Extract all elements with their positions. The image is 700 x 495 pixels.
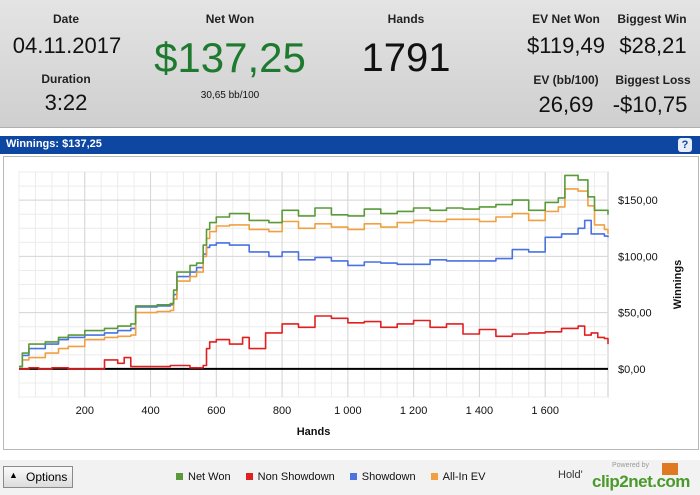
help-icon[interactable]: ?: [678, 138, 692, 152]
legend-swatch-net-won: [176, 472, 183, 480]
y-axis-label: Winnings: [672, 260, 684, 309]
hands-label: Hands: [387, 12, 425, 26]
x-axis-label: Hands: [297, 426, 331, 438]
x-tick-label: 1 600: [531, 405, 559, 417]
x-tick-label: 1 200: [400, 405, 428, 417]
legend-swatch-all-in-ev: [430, 472, 438, 480]
net-won-label: Net Won: [205, 12, 255, 26]
x-tick-label: 1 000: [334, 405, 362, 417]
ev-bb-value: 26,69: [538, 92, 594, 117]
net-won-bb-value: 30,65 bb/100: [200, 90, 260, 101]
clip2net-watermark: Powered by clip2net.com: [592, 462, 700, 495]
duration-value: 3:22: [44, 90, 88, 115]
winnings-panel-title-bar: Winnings: $137,25 ?: [0, 136, 700, 154]
legend-item-all-in-ev[interactable]: All-In EV: [430, 471, 486, 483]
x-tick-label: 1 400: [466, 405, 494, 417]
house-logo-icon: [662, 463, 678, 475]
bottom-bar: ▲ Options Net Won Non Showdown Showdown …: [0, 460, 700, 495]
y-tick-label: $0,00: [618, 364, 646, 376]
duration-label: Duration: [41, 72, 91, 86]
y-tick-label: $100,00: [618, 251, 658, 263]
series-line-non-showdown: [19, 315, 609, 370]
biggest-loss-label: Biggest Loss: [615, 73, 691, 87]
legend-item-net-won[interactable]: Net Won: [176, 471, 231, 483]
legend-swatch-non-showdown: [245, 472, 253, 480]
biggest-win-label: Biggest Win: [617, 12, 687, 26]
legend-item-showdown[interactable]: Showdown: [349, 471, 416, 483]
y-tick-label: $50,00: [618, 308, 652, 320]
watermark-brand: clip2net.com: [592, 472, 690, 491]
y-tick-label: $150,00: [618, 195, 658, 207]
ev-net-won-value: $119,49: [527, 33, 605, 58]
series-line-net-won: [19, 174, 609, 368]
legend-label-all-in-ev: All-In EV: [442, 471, 486, 483]
x-tick-label: 600: [207, 405, 225, 417]
ev-bb-label: EV (bb/100): [533, 73, 599, 87]
x-tick-label: 400: [141, 405, 159, 417]
legend-label-non-showdown: Non Showdown: [257, 471, 335, 483]
x-tick-label: 200: [76, 405, 94, 417]
options-button[interactable]: ▲ Options: [3, 466, 73, 488]
ev-net-won-label: EV Net Won: [532, 12, 600, 26]
winnings-chart: 200 400 600 800 1 000 1 200 1 400 1 600 $0,00 $50…: [18, 171, 684, 438]
legend-item-non-showdown[interactable]: Non Showdown: [245, 471, 335, 483]
biggest-loss-value: -$10,75: [612, 92, 688, 117]
winnings-panel-title: Winnings: $137,25: [6, 138, 102, 150]
winnings-chart-panel: 200 400 600 800 1 000 1 200 1 400 1 600 $0,00 $50…: [3, 156, 699, 450]
options-arrow-icon: ▲: [9, 470, 18, 480]
hold-hint-text: Hold': [558, 469, 583, 481]
net-won-value: $137,25: [154, 34, 306, 81]
series-line-showdown: [19, 219, 609, 368]
legend-label-showdown: Showdown: [361, 471, 416, 483]
chart-legend: Net Won Non Showdown Showdown All-In EV: [176, 471, 497, 483]
options-button-label: Options: [26, 470, 68, 484]
powered-by-text: Powered by: [612, 462, 649, 469]
hands-value: 1791: [361, 36, 451, 80]
series-line-all-in-ev: [19, 188, 609, 368]
biggest-win-value: $28,21: [619, 33, 687, 58]
legend-swatch-showdown: [349, 472, 357, 480]
x-tick-label: 800: [273, 405, 291, 417]
session-summary: Date 04.11.2017 Duration 3:22 Net Won $1…: [0, 0, 700, 128]
date-value: 04.11.2017: [12, 33, 122, 58]
legend-label-net-won: Net Won: [188, 471, 231, 483]
date-label: Date: [52, 12, 79, 26]
